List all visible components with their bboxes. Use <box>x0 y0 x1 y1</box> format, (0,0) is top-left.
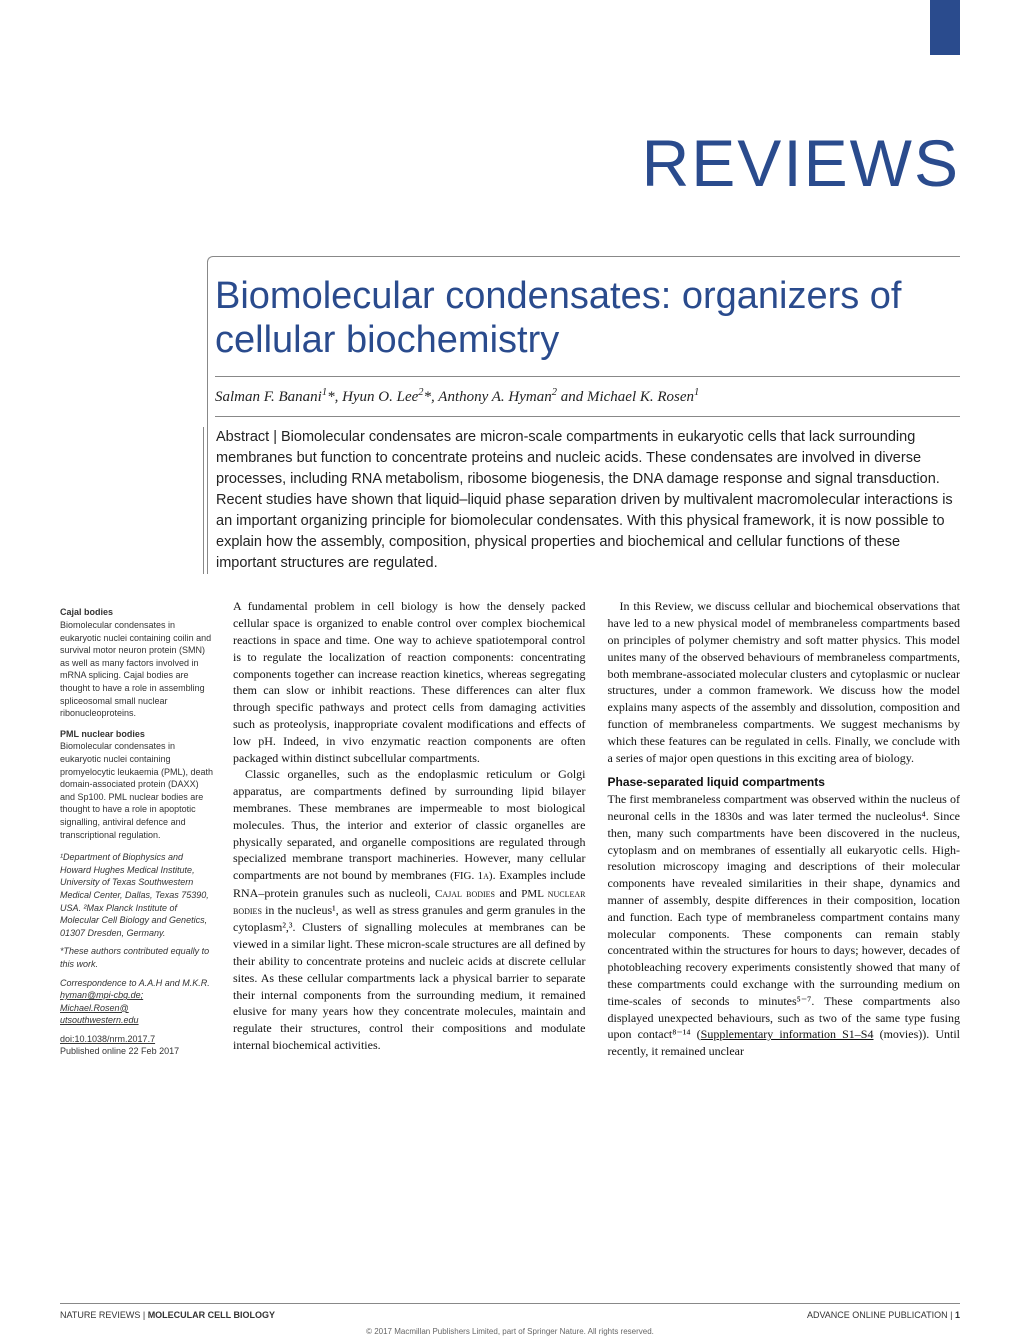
main-content: Cajal bodies Biomolecular condensates in… <box>60 598 960 1060</box>
journal-name: MOLECULAR CELL BIOLOGY <box>148 1310 275 1320</box>
author-list: Salman F. Banani1*, Hyun O. Lee2*, Antho… <box>215 387 960 406</box>
journal-prefix: NATURE REVIEWS | <box>60 1310 148 1320</box>
footer-left: NATURE REVIEWS | MOLECULAR CELL BIOLOGY <box>60 1310 275 1320</box>
paragraph: The first membraneless compartment was o… <box>608 791 961 1060</box>
article-title: Biomolecular condensates: organizers of … <box>215 275 960 362</box>
publication-status: ADVANCE ONLINE PUBLICATION | <box>807 1310 955 1320</box>
page: REVIEWS Biomolecular condensates: organi… <box>0 0 1020 1090</box>
author-email[interactable]: utsouthwestern.edu <box>60 1014 215 1027</box>
section-label: REVIEWS <box>60 125 960 201</box>
abstract: Abstract | Biomolecular condensates are … <box>203 427 960 574</box>
sidebar: Cajal bodies Biomolecular condensates in… <box>60 598 215 1060</box>
article-header: Biomolecular condensates: organizers of … <box>215 256 960 574</box>
footer-right: ADVANCE ONLINE PUBLICATION | 1 <box>807 1310 960 1320</box>
author-email[interactable]: hyman@mpi-cbg.de; <box>60 989 215 1002</box>
doi-link[interactable]: doi:10.1038/nrm.2017.7 <box>60 1033 215 1046</box>
body-text: A fundamental problem in cell biology is… <box>233 598 960 1060</box>
equal-contribution: *These authors contributed equally to th… <box>60 945 215 970</box>
section-heading: Phase-separated liquid compartments <box>608 774 961 791</box>
copyright: © 2017 Macmillan Publishers Limited, par… <box>0 1327 1020 1336</box>
glossary-term: Cajal bodies <box>60 606 215 619</box>
paragraph: A fundamental problem in cell biology is… <box>233 598 586 766</box>
affiliations: ¹Department of Biophysics and Howard Hug… <box>60 851 215 939</box>
page-footer: NATURE REVIEWS | MOLECULAR CELL BIOLOGY … <box>60 1303 960 1320</box>
paragraph: In this Review, we discuss cellular and … <box>608 598 961 766</box>
page-number: 1 <box>955 1310 960 1320</box>
publication-date: Published online 22 Feb 2017 <box>60 1045 215 1058</box>
correspondence: Correspondence to A.A.H and M.K.R. <box>60 977 215 990</box>
rule <box>215 416 960 417</box>
rule <box>215 376 960 377</box>
glossary-def: Biomolecular condensates in eukaryotic n… <box>60 619 215 720</box>
glossary-term: PML nuclear bodies <box>60 728 215 741</box>
author-email[interactable]: Michael.Rosen@ <box>60 1002 215 1015</box>
paragraph: Classic organelles, such as the endoplas… <box>233 766 586 1053</box>
header-accent-block <box>930 0 960 55</box>
glossary-def: Biomolecular condensates in eukaryotic n… <box>60 740 215 841</box>
